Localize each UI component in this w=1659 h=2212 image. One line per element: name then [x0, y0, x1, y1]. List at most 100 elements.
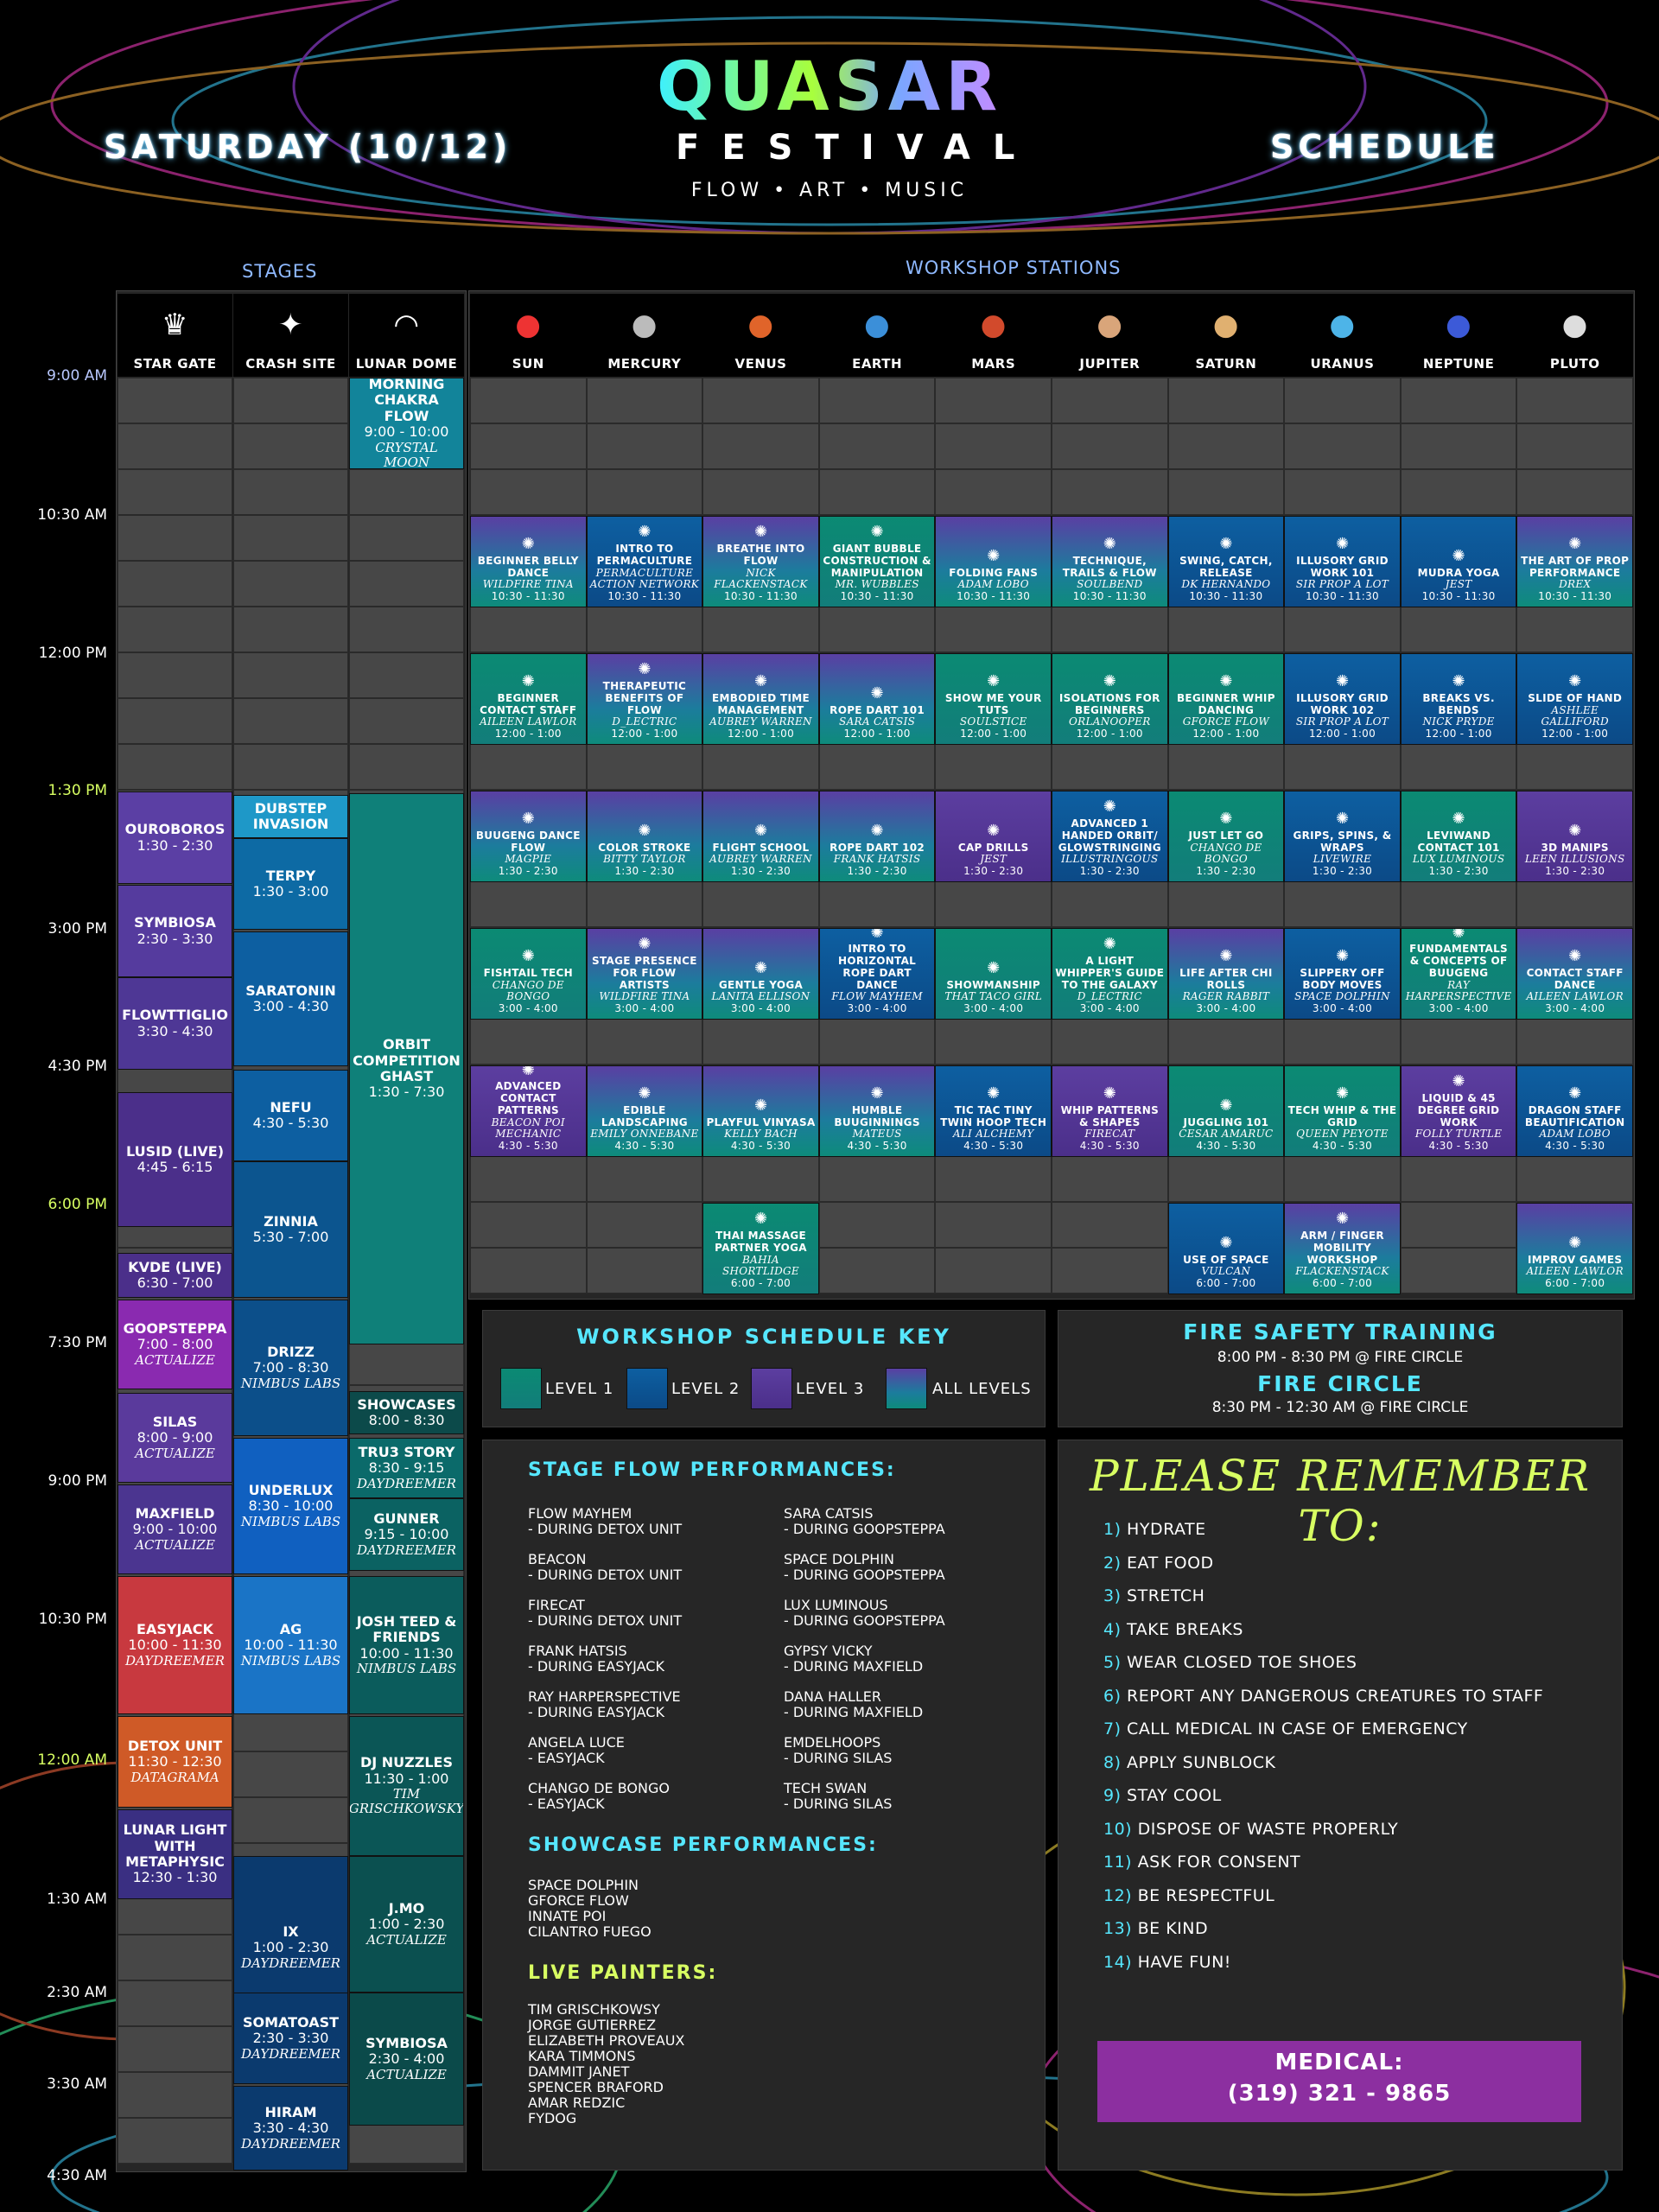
stage-event-block[interactable]: GUNNER 9:15 - 10:00 DAYDREEMER: [349, 1498, 464, 1571]
workshop-station-header[interactable]: ● URANUS: [1284, 294, 1401, 377]
stage-event-block[interactable]: SARATONIN 3:00 - 4:30: [233, 931, 348, 1066]
workshop-block[interactable]: ✺ CAP DRILLS JEST 1:30 - 2:30: [935, 791, 1052, 882]
workshop-block[interactable]: ✺ WHIP PATTERNS & SHAPES FIRECAT 4:30 - 5:3…: [1052, 1065, 1168, 1157]
workshop-block[interactable]: ✺ SLIPPERY OFF BODY MOVES SPACE DOLPHIN 3:0…: [1284, 928, 1401, 1020]
stage-event-block[interactable]: SOMATOAST 2:30 - 3:30 DAYDREEMER: [233, 1993, 348, 2084]
workshop-block[interactable]: ✺ BREAKS VS. BENDS NICK PRYDE 12:00 - 1:00: [1400, 653, 1517, 745]
workshop-block[interactable]: ✺ STAGE PRESENCE FOR FLOW ARTISTS WILDFIRE…: [586, 928, 703, 1020]
stage-event-block[interactable]: DUBSTEP INVASION: [233, 795, 348, 838]
workshop-block[interactable]: ✺ DRAGON STAFF BEAUTIFICATION ADAM LOBO 4:3…: [1516, 1065, 1633, 1157]
workshop-block[interactable]: ✺ THAI MASSAGE PARTNER YOGA BAHIA SHORTLID…: [702, 1203, 819, 1294]
workshop-block[interactable]: ✺ LIFE AFTER CHI ROLLS RAGER RABBIT 3:00 - …: [1167, 928, 1285, 1020]
stage-event-block[interactable]: SHOWCASES 8:00 - 8:30: [349, 1391, 464, 1434]
workshop-block[interactable]: ✺ ROPE DART 101 SARA CATSIS 12:00 - 1:00: [818, 653, 936, 745]
workshop-station-header[interactable]: ● VENUS: [702, 294, 819, 377]
stage-event-block[interactable]: FLowTTiGlio 3:30 - 4:30: [118, 977, 232, 1070]
stage-event-block[interactable]: TERPY 1:30 - 3:00: [233, 838, 348, 930]
workshop-block[interactable]: ✺ SHOWMANSHIP THAT TACO GIRL 3:00 - 4:00: [935, 928, 1052, 1020]
workshop-block[interactable]: ✺ USE OF SPACE VULCAN 6:00 - 7:00: [1167, 1203, 1285, 1294]
stage-event-block[interactable]: EASYJACK 10:00 - 11:30 DAYDREEMER: [118, 1576, 232, 1714]
workshop-block[interactable]: ✺ ILLUSORY GRID WORK 102 SIR PROP A LOT 12:…: [1284, 653, 1401, 745]
workshop-block[interactable]: ✺ COLOR STROKE BITTY TAYLOR 1:30 - 2:30: [586, 791, 703, 882]
stage-header[interactable]: ♛ STAR GATE: [118, 294, 232, 377]
workshop-block[interactable]: ✺ GIANT BUBBLE CONSTRUCTION & MANIPULATIO…: [818, 516, 936, 607]
workshop-block[interactable]: ✺ LIQUID & 45 DEGREE GRID WORK FOLLY TURTL…: [1400, 1065, 1517, 1157]
stage-event-block[interactable]: NEFU 4:30 - 5:30: [233, 1070, 348, 1161]
stage-event-block[interactable]: MORNING CHAKRA FLOW 9:00 - 10:00 CRYSTAL M…: [349, 378, 464, 469]
stage-event-block[interactable]: TRU3 STORY 8:30 - 9:15 DAYDREEMER: [349, 1438, 464, 1498]
workshop-block[interactable]: ✺ SLIDE OF HAND ASHLEE GALLIFORD 12:00 - 1:…: [1516, 653, 1633, 745]
workshop-block[interactable]: ✺ ILLUSORY GRID WORK 101 SIR PROP A LOT 10:…: [1284, 516, 1401, 607]
workshop-block[interactable]: ✺ INTRO TO HORIZONTAL ROPE DART DANCE FLOW…: [818, 928, 936, 1020]
workshop-block[interactable]: ✺ BEGINNER CONTACT STAFF AILEEN LAWLOR 12:0…: [470, 653, 587, 745]
workshop-block[interactable]: ✺ GRIPS, SPINS, & WRAPS LIVEWIRE 1:30 - 2:3…: [1284, 791, 1401, 882]
workshop-block[interactable]: ✺ ADVANCED CONTACT PATTERNS BEACON POI MEC…: [470, 1065, 587, 1157]
workshop-block[interactable]: ✺ FISHTAIL TECH CHANGO DE BONGO 3:00 - 4:00: [470, 928, 587, 1020]
stage-event-block[interactable]: UNDERLUX 8:30 - 10:00 NIMBUS LABS: [233, 1438, 348, 1574]
workshop-station-header[interactable]: ● PLUTO: [1516, 294, 1633, 377]
workshop-block[interactable]: ✺ 3D MANIPS LEEN ILLUSIONS 1:30 - 2:30: [1516, 791, 1633, 882]
stage-event-block[interactable]: JOSH TEED & FRIENDS 10:00 - 11:30 NIMBUS L…: [349, 1576, 464, 1714]
workshop-block[interactable]: ✺ BEGINNER WHIP DANCING GFORCE FLOW 12:00 -…: [1167, 653, 1285, 745]
stage-event-block[interactable]: DETOX UNIT 11:30 - 12:30 DATAGRAMA: [118, 1716, 232, 1808]
workshop-block[interactable]: ✺ JUST LET GO CHANGO DE BONGO 1:30 - 2:30: [1167, 791, 1285, 882]
workshop-block[interactable]: ✺ EMBODIED TIME MANAGEMENT AUBREY WARREN 12…: [702, 653, 819, 745]
workshop-block[interactable]: ✺ INTRO TO PERMACULTURE PERMACULTURE ACTIO…: [586, 516, 703, 607]
stage-event-block[interactable]: J.Mo 1:00 - 2:30 ACTUALIZE: [349, 1856, 464, 1993]
performer-entry: FIRECAT - DURING DETOX UNIT: [528, 1598, 682, 1629]
workshop-host: ORLANOOPER: [1069, 715, 1151, 728]
workshop-block[interactable]: ✺ CONTACT STAFF DANCE AILEEN LAWLOR 3:00 - …: [1516, 928, 1633, 1020]
stage-event-block[interactable]: OUROBOROS 1:30 - 2:30: [118, 791, 232, 884]
workshop-block[interactable]: ✺ JUGGLING 101 CESAR AMARUC 4:30 - 5:30: [1167, 1065, 1285, 1157]
workshop-block[interactable]: ✺ TIC TAC TINY TWIN HOOP TECH ALI ALCHEMY 4…: [935, 1065, 1052, 1157]
workshop-block[interactable]: ✺ EDIBLE LANDSCAPING EMILY ONNEBANE 4:30 - …: [586, 1065, 703, 1157]
workshop-block[interactable]: ✺ ISOLATIONS FOR BEGINNERS ORLANOOPER 12:00…: [1052, 653, 1168, 745]
stage-event-block[interactable]: DRIZZ 7:00 - 8:30 NIMBUS LABS: [233, 1300, 348, 1436]
workshop-block[interactable]: ✺ IMPROV GAMES AILEEN LAWLOR 6:00 - 7:00: [1516, 1203, 1633, 1294]
stage-event-block[interactable]: ORBIT COMPETITION GHAST 1:30 - 7:30: [349, 793, 464, 1344]
workshop-block[interactable]: ✺ PLAYFUL VINYASA KELLY BACH 4:30 - 5:30: [702, 1065, 819, 1157]
workshop-station-header[interactable]: ● JUPITER: [1052, 294, 1168, 377]
stage-event-block[interactable]: SYMBIOSA 2:30 - 4:00 ACTUALIZE: [349, 1993, 464, 2126]
workshop-block[interactable]: ✺ FLIGHT SCHOOL AUBREY WARREN 1:30 - 2:30: [702, 791, 819, 882]
workshop-station-header[interactable]: ● NEPTUNE: [1400, 294, 1517, 377]
workshop-block[interactable]: ✺ BUUGENG DANCE FLOW MAGPIE 1:30 - 2:30: [470, 791, 587, 882]
workshop-block[interactable]: ✺ FOLDING FANS ADAM LOBO 10:30 - 11:30: [935, 516, 1052, 607]
stage-event-block[interactable]: LuSiD (Live) 4:45 - 6:15: [118, 1092, 232, 1227]
workshop-block[interactable]: ✺ BREATHE INTO FLOW NICK FLACKENSTACK 10:30…: [702, 516, 819, 607]
workshop-station-header[interactable]: ● EARTH: [818, 294, 936, 377]
workshop-station-header[interactable]: ● MERCURY: [586, 294, 703, 377]
workshop-block[interactable]: ✺ GENTLE YOGA LANITA ELLISON 3:00 - 4:00: [702, 928, 819, 1020]
workshop-block[interactable]: ✺ THE ART OF PROP PERFORMANCE DREX 10:30 - …: [1516, 516, 1633, 607]
stage-event-block[interactable]: HIRAM 3:30 - 4:30 DAYDREEMER: [233, 2086, 348, 2171]
workshop-block[interactable]: ✺ FUNDAMENTALS & CONCEPTS OF BUUGENG RAY H…: [1400, 928, 1517, 1020]
workshop-block[interactable]: ✺ BEGINNER BELLY DANCE WILDFIRE TINA 10:30 …: [470, 516, 587, 607]
workshop-block[interactable]: ✺ LEVIWAND CONTACT 101 LUX LUMINOUS 1:30 - …: [1400, 791, 1517, 882]
workshop-block[interactable]: ✺ TECHNIQUE, TRAILS & FLOW SOULBEND 10:30 -…: [1052, 516, 1168, 607]
stage-event-block[interactable]: MAXFIELD 9:00 - 10:00 ACTUALIZE: [118, 1484, 232, 1574]
stage-event-block[interactable]: KVDE (Live) 6:30 - 7:00: [118, 1253, 232, 1298]
stage-header[interactable]: ✦ CRASH SITE: [233, 294, 348, 377]
workshop-block[interactable]: ✺ ARM / FINGER MOBILITY WORKSHOP FLACKENST…: [1284, 1203, 1401, 1294]
stage-header[interactable]: ◠ LUNAR DOME: [349, 294, 464, 377]
workshop-block[interactable]: ✺ HUMBLE BUuGINNINGS MATEUS 4:30 - 5:30: [818, 1065, 936, 1157]
workshop-station-header[interactable]: ● MARS: [935, 294, 1052, 377]
workshop-block[interactable]: ✺ MUDRA YOGA JEST 10:30 - 11:30: [1400, 516, 1517, 607]
stage-event-block[interactable]: DJ NUZZLES 11:30 - 1:00 TIM GRISCHKOWSKY: [349, 1716, 464, 1856]
workshop-station-header[interactable]: ● SUN: [470, 294, 587, 377]
stage-event-block[interactable]: LUNAR LIGHT with METAPHYSIC 12:30 - 1:30: [118, 1809, 232, 1899]
workshop-block[interactable]: ✺ SWING, CATCH, RELEASE DK HERNANDO 10:30 -…: [1167, 516, 1285, 607]
workshop-block[interactable]: ✺ THERAPEUTIC BENEFITS OF FLOW D_LECTRIC 12…: [586, 653, 703, 745]
workshop-block[interactable]: ✺ A LIGHT WHIPPER's GUIDE TO THE GALAXY D_…: [1052, 928, 1168, 1020]
stage-event-block[interactable]: SYMBIOSA 2:30 - 3:30: [118, 885, 232, 977]
workshop-block[interactable]: ✺ SHOW ME YOUR TUTS SOULSTICE 12:00 - 1:00: [935, 653, 1052, 745]
stage-event-block[interactable]: ZINNIA 5:30 - 7:00: [233, 1161, 348, 1298]
workshop-block[interactable]: ✺ TECH WHIP & THE GRID QUEEN PEYOTE 4:30 - …: [1284, 1065, 1401, 1157]
workshop-station-header[interactable]: ● SATURN: [1167, 294, 1285, 377]
stage-event-block[interactable]: GOOPSTEPPA 7:00 - 8:00 ACTUALIZE: [118, 1300, 232, 1389]
workshop-block[interactable]: ✺ ROPE DART 102 FRANK HATSIS 1:30 - 2:30: [818, 791, 936, 882]
stage-event-block[interactable]: AG 10:00 - 11:30 NIMBUS LABS: [233, 1576, 348, 1714]
stage-event-block[interactable]: SILAS 8:00 - 9:00 ACTUALIZE: [118, 1393, 232, 1483]
medical-phone[interactable]: (319) 321 - 9865: [1227, 2081, 1452, 2107]
workshop-block[interactable]: ✺ ADVANCED 1 HANDED ORBIT/ GLOWSTRINGING I…: [1052, 791, 1168, 882]
